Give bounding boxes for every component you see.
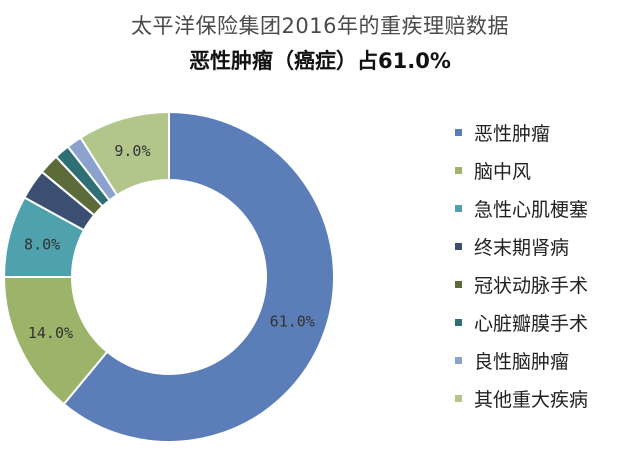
legend-item: 急性心肌梗塞 — [455, 189, 635, 227]
legend-item: 脑中风 — [455, 151, 635, 189]
legend-label: 冠状动脉手术 — [474, 274, 589, 297]
legend-item: 良性脑肿瘤 — [455, 341, 635, 379]
legend-label: 恶性肿瘤 — [474, 122, 551, 145]
legend-swatch — [455, 166, 462, 174]
legend-swatch — [455, 204, 462, 212]
legend-label: 脑中风 — [474, 160, 532, 183]
legend-item: 其他重大疾病 — [455, 379, 635, 417]
legend-swatch — [455, 356, 462, 364]
legend-label: 良性脑肿瘤 — [474, 350, 570, 373]
legend-item: 终末期肾病 — [455, 227, 635, 265]
legend-swatch — [455, 318, 462, 326]
chart-title: 太平洋保险集团2016年的重疾理赔数据 — [131, 14, 509, 38]
legend-swatch — [455, 128, 462, 136]
data-label-7: 9.0% — [114, 142, 150, 160]
data-label-2: 8.0% — [24, 235, 60, 253]
legend-label: 心脏瓣膜手术 — [474, 312, 589, 335]
legend-label: 急性心肌梗塞 — [474, 198, 589, 221]
data-label-1: 14.0% — [28, 324, 73, 342]
legend-swatch — [455, 394, 462, 402]
slice-7 — [79, 110, 170, 197]
data-label-0: 61.0% — [270, 312, 315, 330]
chart-subtitle: 恶性肿瘤（癌症）占61.0% — [189, 49, 451, 73]
legend: 恶性肿瘤脑中风急性心肌梗塞 终末期肾病冠状动脉手术 心脏瓣膜手术 良性脑肿瘤其他重大疾… — [455, 113, 635, 417]
legend-label: 其他重大疾病 — [474, 388, 589, 411]
legend-item: 恶性肿瘤 — [455, 113, 635, 151]
legend-item: 心脏瓣膜手术 — [455, 303, 635, 341]
legend-swatch — [455, 280, 462, 288]
slice-0 — [62, 110, 335, 443]
legend-item: 冠状动脉手术 — [455, 265, 635, 303]
legend-label: 终末期肾病 — [474, 236, 570, 259]
legend-swatch — [455, 242, 462, 250]
